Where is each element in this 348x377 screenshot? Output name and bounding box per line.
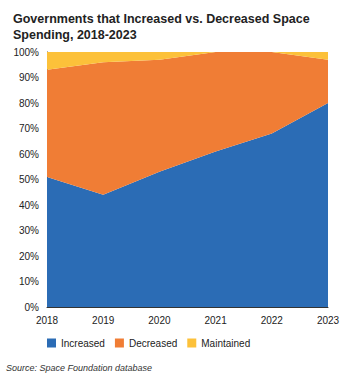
svg-text:60%: 60%	[19, 149, 39, 160]
svg-text:80%: 80%	[19, 98, 39, 109]
svg-text:20%: 20%	[19, 251, 39, 262]
svg-text:2022: 2022	[261, 315, 284, 326]
svg-text:70%: 70%	[19, 123, 39, 134]
svg-text:Spending, 2018-2023: Spending, 2018-2023	[13, 28, 137, 42]
svg-text:2021: 2021	[204, 315, 227, 326]
svg-text:Decreased: Decreased	[129, 338, 177, 349]
svg-text:0%: 0%	[25, 302, 40, 313]
svg-text:40%: 40%	[19, 200, 39, 211]
svg-text:90%: 90%	[19, 72, 39, 83]
svg-text:2019: 2019	[92, 315, 115, 326]
svg-text:Increased: Increased	[61, 338, 105, 349]
svg-text:10%: 10%	[19, 276, 39, 287]
svg-text:2018: 2018	[36, 315, 59, 326]
svg-text:50%: 50%	[19, 174, 39, 185]
svg-text:2020: 2020	[148, 315, 171, 326]
svg-text:100%: 100%	[13, 47, 39, 58]
svg-text:Source: Space Foundation datab: Source: Space Foundation database	[6, 363, 152, 373]
svg-text:Governments that Increased vs.: Governments that Increased vs. Decreased…	[13, 12, 313, 26]
svg-text:30%: 30%	[19, 225, 39, 236]
svg-text:Maintained: Maintained	[201, 338, 250, 349]
svg-text:2023: 2023	[317, 315, 340, 326]
